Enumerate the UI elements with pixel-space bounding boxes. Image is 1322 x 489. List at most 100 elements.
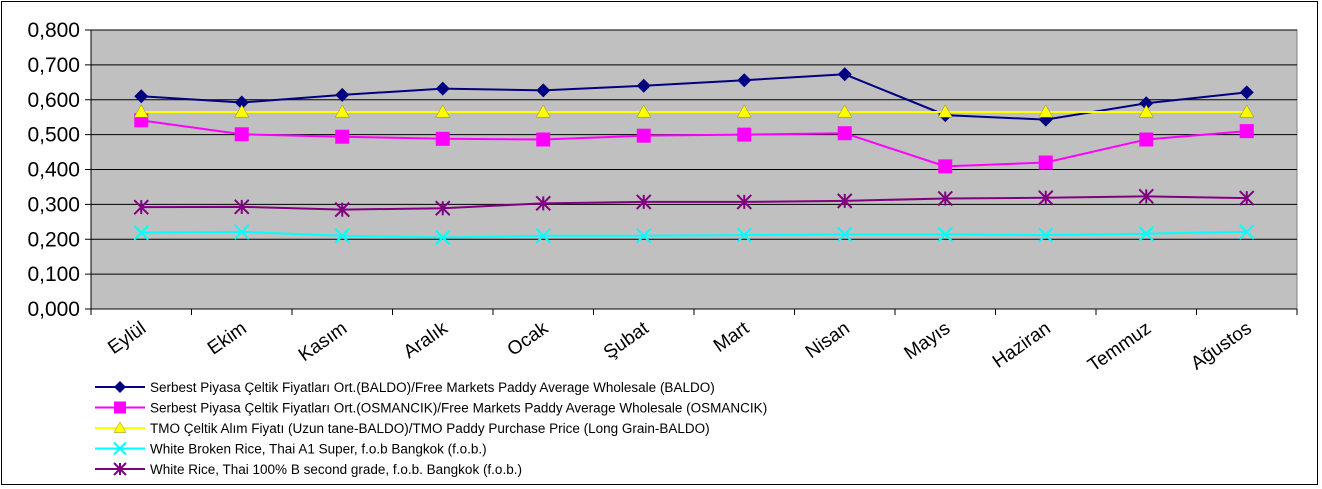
- series-line: [141, 73, 1247, 121]
- data-point: [1038, 227, 1054, 243]
- data-point: [1038, 155, 1053, 170]
- data-point: [535, 195, 551, 212]
- data-point: [837, 104, 853, 118]
- data-point: [837, 67, 852, 82]
- legend-entry: Serbest Piyasa Çeltik Fiyatları Ort.(BAL…: [95, 380, 715, 395]
- data-point: [837, 193, 853, 209]
- data-point: [435, 131, 450, 146]
- data-point: [1138, 188, 1154, 205]
- data-point: [1239, 85, 1254, 100]
- data-point: [736, 104, 752, 118]
- data-point: [234, 104, 250, 118]
- x-tick-label: Kasım: [295, 318, 351, 366]
- y-tick-label: 0,000: [27, 298, 80, 321]
- data-point: [134, 89, 149, 104]
- x-tick-label: Mayıs: [901, 318, 955, 364]
- data-point: [736, 194, 752, 210]
- data-point: [1038, 104, 1054, 118]
- data-point: [736, 227, 752, 243]
- data-point: [234, 127, 249, 142]
- x-tick-label: Şubat: [600, 317, 653, 363]
- data-point: [837, 126, 852, 141]
- data-point: [535, 228, 551, 244]
- x-tick-labels: Eylül Ekim Kasım Aralık Ocak Şubat Mart Nisan Ma…: [104, 317, 1255, 376]
- series-line: [141, 195, 1247, 211]
- x-tick-label: Ağustos: [1187, 318, 1255, 375]
- data-point: [114, 381, 126, 393]
- legend-entry: Serbest Piyasa Çeltik Fiyatları Ort.(OSM…: [95, 401, 767, 416]
- x-tick-label: Eylül: [104, 318, 150, 359]
- data-point: [1239, 104, 1255, 118]
- series-group: [133, 104, 1255, 118]
- data-point: [435, 104, 451, 118]
- data-point: [1138, 104, 1154, 118]
- legend-label: White Broken Rice, Thai A1 Super, f.o.b …: [150, 442, 487, 457]
- legend-label: TMO Çeltik Alım Fiyatı (Uzun tane-BALDO)…: [150, 421, 710, 436]
- x-tick-label: Temmuz: [1084, 318, 1155, 376]
- y-tick-label: 0,600: [27, 89, 80, 112]
- y-tick-label: 0,700: [27, 54, 80, 77]
- data-point: [435, 81, 450, 96]
- data-point: [113, 421, 127, 433]
- series-group: [133, 188, 1255, 218]
- data-point: [113, 462, 127, 476]
- legend: Serbest Piyasa Çeltik Fiyatları Ort.(BAL…: [95, 380, 767, 477]
- data-point: [114, 401, 126, 414]
- data-point: [334, 228, 350, 244]
- x-tick-label: Ekim: [204, 318, 251, 359]
- data-point: [435, 200, 451, 216]
- data-point: [335, 87, 350, 102]
- axes: [90, 30, 1298, 315]
- data-point: [937, 190, 953, 207]
- data-point: [435, 229, 451, 246]
- series-line: [141, 230, 1247, 239]
- legend-label: Serbest Piyasa Çeltik Fiyatları Ort.(OSM…: [150, 401, 767, 416]
- x-tick-label: Mart: [710, 317, 754, 356]
- x-tick-label: Nisan: [802, 318, 854, 363]
- gridlines: [85, 29, 1297, 310]
- data-point: [535, 104, 551, 118]
- data-point: [636, 228, 652, 244]
- series-group: [134, 113, 1254, 174]
- data-point: [113, 441, 127, 456]
- y-tick-label: 0,800: [27, 19, 80, 42]
- data-point: [737, 73, 752, 88]
- legend-label: Serbest Piyasa Çeltik Fiyatları Ort.(BAL…: [150, 380, 715, 395]
- series-line: [141, 119, 1247, 168]
- data-point: [1239, 124, 1254, 139]
- data-point: [937, 104, 953, 118]
- data-point: [133, 199, 149, 215]
- data-point: [737, 127, 752, 142]
- legend-entry: White Rice, Thai 100% B second grade, f.…: [95, 462, 522, 477]
- data-point: [636, 104, 652, 118]
- data-point: [133, 104, 149, 118]
- series-group: [133, 224, 1255, 246]
- data-point: [1138, 225, 1154, 242]
- data-point: [636, 78, 651, 93]
- data-point: [334, 201, 350, 218]
- y-tick-label: 0,200: [27, 228, 80, 251]
- data-point: [1139, 96, 1154, 111]
- data-point: [536, 83, 551, 98]
- data-point: [636, 128, 651, 143]
- data-point: [536, 132, 551, 147]
- x-tick-label: Ocak: [504, 318, 553, 361]
- data-point: [234, 224, 250, 240]
- data-point: [636, 194, 652, 210]
- y-tick-label: 0,100: [27, 263, 80, 286]
- data-point: [1038, 190, 1054, 206]
- legend-entry: TMO Çeltik Alım Fiyatı (Uzun tane-BALDO)…: [95, 421, 710, 436]
- y-tick-labels: 0,000 0,100 0,200 0,300 0,400 0,500 0,600 0,700…: [27, 19, 80, 321]
- data-point: [234, 199, 250, 215]
- legend-entry: White Broken Rice, Thai A1 Super, f.o.b …: [95, 442, 487, 457]
- data-point: [1139, 132, 1154, 147]
- data-point: [1239, 224, 1255, 240]
- data-point: [335, 129, 350, 144]
- data-point: [1239, 190, 1255, 206]
- data-point: [837, 226, 853, 243]
- data-point: [938, 159, 953, 174]
- x-tick-label: Aralık: [400, 318, 452, 363]
- legend-label: White Rice, Thai 100% B second grade, f.…: [150, 462, 522, 477]
- data-point: [234, 95, 249, 110]
